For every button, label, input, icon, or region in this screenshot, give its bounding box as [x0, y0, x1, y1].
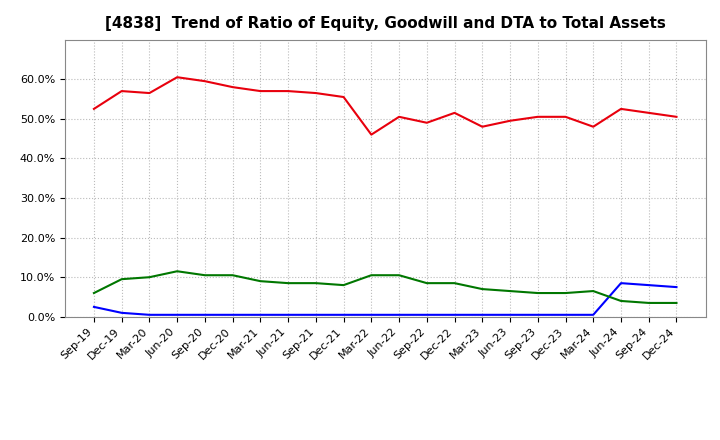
Title: [4838]  Trend of Ratio of Equity, Goodwill and DTA to Total Assets: [4838] Trend of Ratio of Equity, Goodwil…: [105, 16, 665, 32]
